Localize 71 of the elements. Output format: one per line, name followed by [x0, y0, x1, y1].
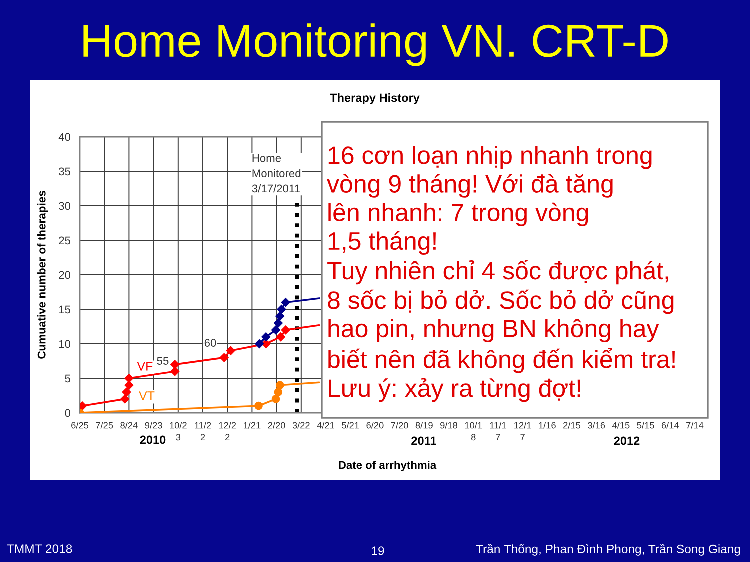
point — [276, 312, 285, 321]
y-tick-label: 20 — [59, 271, 71, 280]
point — [276, 381, 284, 390]
series-label: VT — [139, 392, 155, 400]
point — [281, 298, 290, 308]
x-tick-label: 2/15 — [564, 422, 581, 429]
ref-line-label: Home Monitored 3/17/2011 — [252, 154, 301, 193]
x-tick-label: 4/15 — [612, 422, 630, 429]
y-tick-label: 25 — [59, 236, 71, 245]
point — [272, 326, 280, 335]
x-tick-label: 10/18 — [465, 422, 482, 441]
x-tick-label: 3/22 — [292, 422, 310, 429]
x-tick-label: 3/16 — [588, 422, 606, 429]
point — [274, 388, 283, 396]
text: 2011 — [412, 436, 436, 446]
x-tick-label: 12/22 — [219, 422, 236, 441]
x-tick-label: 9/23 — [145, 422, 162, 429]
point — [255, 340, 264, 348]
x-tick-label: 6/25 — [72, 422, 89, 429]
chart-subtitle: Therapy History — [330, 94, 420, 104]
text: Trần Thống, Phan Đình Phong, Trần Song Giang — [476, 544, 740, 556]
y-tick-label: 30 — [59, 202, 71, 210]
y-axis-title: Cumuative number of therapies — [38, 191, 48, 359]
text: 16 cơn loạn nhịp nhanh trong vòng 9 tháng! Với đà tăng lên nhanh: 7 trong vòng 1,5 tháng! Tuy nhiên chỉ 4 sốc được phát, 8 sốc bị bỏ dở. Sốc bỏ dở cũng hao pin, nhưng BN không hay biết nên đã không đến kiểm tra! Lưu ý: xảy ra từng đợt! — [327, 146, 675, 402]
x-tick-label: 2/20 — [268, 422, 286, 429]
annotation: 60 — [204, 339, 216, 347]
x-tick-label: 8/24 — [120, 422, 138, 429]
point — [281, 326, 290, 335]
x-tick-label: 6/14 — [662, 422, 680, 429]
point — [124, 374, 134, 383]
text: TMMT 2018 — [7, 544, 72, 554]
y-tick-label: 15 — [59, 306, 71, 314]
x-tick-label: 12/17 — [514, 422, 532, 441]
x-tick-label: 10/23 — [170, 422, 187, 441]
x-tick-label: 11/17 — [490, 422, 506, 441]
x-tick-label: 4/21 — [317, 422, 334, 429]
point — [226, 346, 236, 356]
point — [276, 332, 286, 342]
point — [272, 395, 280, 404]
y-tick-label: 35 — [59, 168, 71, 176]
point — [254, 402, 263, 410]
x-tick-label: 8/19 — [416, 422, 433, 429]
series-label: VF — [137, 362, 153, 371]
text: 2010 — [140, 436, 166, 444]
y-tick-label: 5 — [65, 374, 71, 383]
x-tick-label: 1/16 — [539, 422, 556, 429]
x-tick-label: 9/18 — [440, 422, 458, 429]
text: 2012 — [614, 436, 640, 446]
point — [277, 305, 286, 314]
x-tick-label: 7/20 — [391, 422, 408, 429]
point — [262, 332, 271, 342]
x-axis-title: Date of arrhythmia — [339, 461, 437, 472]
x-tick-label: 11/22 — [195, 422, 212, 441]
y-tick-label: 10 — [59, 340, 71, 348]
y-tick-label: 40 — [58, 133, 71, 142]
point — [120, 394, 130, 404]
point — [170, 367, 180, 376]
x-tick-label: 6/20 — [366, 422, 384, 429]
x-tick-label: 7/25 — [96, 422, 114, 429]
x-tick-label: 5/21 — [342, 422, 360, 429]
y-tick-label: 0 — [65, 409, 71, 418]
x-tick-label: 7/14 — [686, 422, 704, 429]
x-tick-label: 1/21 — [244, 422, 261, 429]
point — [170, 360, 180, 370]
annotation: 55 — [157, 357, 169, 365]
text: 19 — [372, 546, 384, 556]
x-tick-label: 5/15 — [637, 422, 654, 429]
point — [220, 353, 229, 362]
chart-title: Home Monitoring VN. CRT-D — [84, 24, 668, 66]
point — [122, 388, 132, 397]
point — [274, 318, 283, 328]
